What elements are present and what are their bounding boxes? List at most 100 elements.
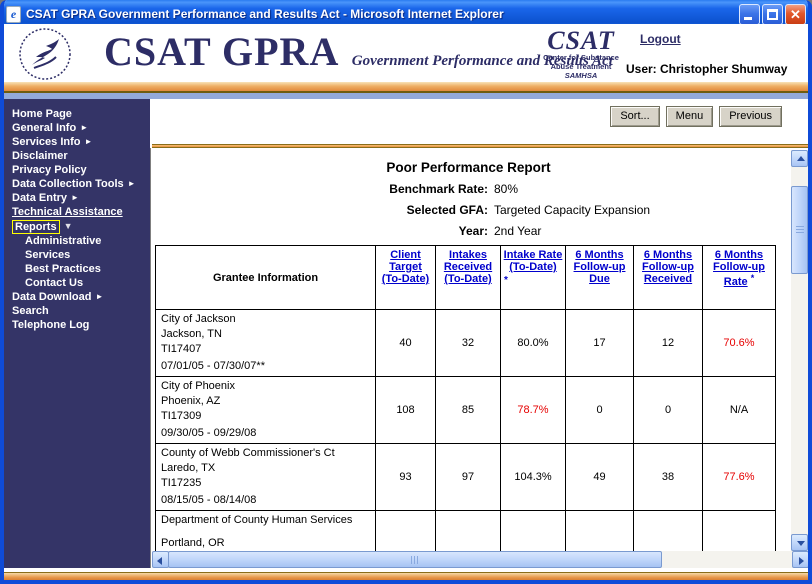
grantee-info-cell: Department of County Human Services Port…: [155, 510, 376, 551]
year-label: Year:: [458, 224, 488, 238]
report-viewport: Poor Performance Report Benchmark Rate: …: [152, 148, 785, 551]
sidebar-item-data-download[interactable]: Data Download ►: [12, 291, 104, 303]
vertical-scroll-thumb[interactable]: [791, 186, 808, 274]
chevron-down-icon: [796, 541, 805, 546]
followup-rate-header[interactable]: 6 Months Follow-up Rate *: [702, 245, 776, 310]
sidebar-item-search[interactable]: Search: [12, 305, 49, 317]
maximize-icon: [767, 8, 778, 20]
intake-rate-header[interactable]: Intake Rate (To-Date) *: [500, 245, 566, 310]
sidebar-item-technical-assistance[interactable]: Technical Assistance: [12, 206, 123, 218]
window-title: CSAT GPRA Government Performance and Res…: [26, 7, 504, 21]
followup-rate-cell: N/A: [702, 376, 776, 444]
scroll-up-button[interactable]: [791, 150, 808, 167]
followup-rate-cell: 77.6%: [702, 443, 776, 511]
sidebar-item-contact-us[interactable]: Contact Us: [25, 277, 84, 289]
performance-table: Grantee Information Client Target (To-Da…: [155, 245, 776, 551]
followup-received-cell: 12: [633, 309, 703, 377]
sidebar-item-telephone-log[interactable]: Telephone Log: [12, 319, 90, 331]
followup-received-header[interactable]: 6 Months Follow-up Received: [633, 245, 703, 310]
intake-rate-cell: [500, 510, 566, 551]
intakes-received-header[interactable]: Intakes Received (To-Date): [435, 245, 501, 310]
benchmark-rate-value: 80%: [494, 182, 519, 196]
csat-samhsa-logo: CSAT Center for Substance Abuse Treatmen…: [540, 26, 622, 81]
csat-line1: Center for Substance: [543, 53, 619, 62]
sidebar-item-administrative[interactable]: Administrative: [25, 235, 102, 247]
client-target-cell: 93: [375, 443, 436, 511]
csat-line2: Abuse Treatment: [550, 62, 612, 71]
csat-line3: SAMHSA: [564, 71, 598, 80]
grantee-information-header: Grantee Information: [155, 245, 376, 310]
intakes-received-cell: [435, 510, 501, 551]
benchmark-rate-label: Benchmark Rate:: [389, 182, 488, 196]
sidebar-item-general-info[interactable]: General Info ►: [12, 122, 89, 134]
followup-rate-cell: 70.6%: [702, 309, 776, 377]
sidebar-item-privacy-policy[interactable]: Privacy Policy: [12, 164, 87, 176]
csat-acronym: CSAT: [547, 26, 615, 55]
current-user: User: Christopher Shumway: [626, 62, 788, 76]
followup-received-cell: 38: [633, 443, 703, 511]
sidebar-item-disclaimer[interactable]: Disclaimer: [12, 150, 68, 162]
brand-tagline: Government Performance and Results Act: [351, 53, 613, 69]
submenu-arrow-icon: ►: [95, 292, 104, 301]
internet-explorer-icon: e: [6, 5, 21, 23]
horizontal-scroll-thumb[interactable]: [168, 551, 662, 568]
close-button[interactable]: ✕: [785, 3, 806, 25]
followup-due-cell: 0: [565, 376, 634, 444]
sidebar-item-best-practices[interactable]: Best Practices: [25, 263, 101, 275]
chevron-up-icon: [796, 156, 805, 161]
client-target-cell: [375, 510, 436, 551]
close-icon: ✕: [790, 6, 801, 22]
sidebar-item-data-collection-tools[interactable]: Data Collection Tools ►: [12, 178, 136, 190]
intake-rate-cell: 80.0%: [500, 309, 566, 377]
horizontal-scrollbar[interactable]: [152, 551, 808, 568]
table-row: County of Webb Commissioner's Ct Laredo,…: [155, 443, 776, 511]
intakes-received-cell: 85: [435, 376, 501, 444]
report-title: Poor Performance Report: [386, 160, 551, 175]
grantee-info-cell: City of Phoenix Phoenix, AZ TI17309 09/3…: [155, 376, 376, 444]
client-target-header[interactable]: Client Target (To-Date): [375, 245, 436, 310]
intake-rate-cell: 104.3%: [500, 443, 566, 511]
scroll-down-button[interactable]: [791, 534, 808, 551]
sidebar-item-reports[interactable]: Reports ▼: [4, 219, 150, 234]
minimize-icon: [744, 16, 752, 20]
sidebar-item-data-entry[interactable]: Data Entry ►: [12, 192, 79, 204]
scroll-left-button[interactable]: [152, 551, 169, 568]
chevron-left-icon: [157, 556, 162, 565]
report-frame: Poor Performance Report Benchmark Rate: …: [150, 148, 808, 568]
submenu-arrow-icon: ►: [71, 193, 79, 202]
sidebar-item-services-info[interactable]: Services Info ►: [12, 136, 93, 148]
app-brand: CSAT GPRA Government Performance and Res…: [104, 28, 613, 75]
sidebar-item-services[interactable]: Services: [25, 249, 71, 261]
thumb-grip-icon: [796, 226, 804, 234]
header-stripe: [4, 82, 808, 99]
table-row: City of Jackson Jackson, TN TI17407 07/0…: [155, 309, 776, 377]
footnote-asterisk: *: [504, 275, 508, 286]
report-toolbar: Sort... Menu Previous: [610, 106, 782, 127]
menu-button[interactable]: Menu: [665, 106, 714, 127]
previous-button[interactable]: Previous: [719, 106, 782, 127]
sort-button[interactable]: Sort...: [610, 106, 660, 127]
sidebar-item-home-page[interactable]: Home Page: [12, 108, 72, 120]
grantee-info-cell: County of Webb Commissioner's Ct Laredo,…: [155, 443, 376, 511]
submenu-open-arrow-icon: ▼: [63, 221, 73, 231]
selected-gfa-value: Targeted Capacity Expansion: [494, 203, 651, 217]
table-row: City of Phoenix Phoenix, AZ TI17309 09/3…: [155, 376, 776, 444]
chevron-right-icon: [799, 556, 804, 565]
minimize-button[interactable]: [739, 3, 760, 25]
submenu-arrow-icon: ►: [84, 137, 93, 146]
page-header: CSAT GPRA Government Performance and Res…: [4, 24, 808, 82]
scroll-right-button[interactable]: [792, 551, 808, 568]
hhs-eagle-logo: [18, 27, 72, 86]
followup-due-header[interactable]: 6 Months Follow-up Due: [565, 245, 634, 310]
followup-due-cell: 49: [565, 443, 634, 511]
followup-rate-cell: [702, 510, 776, 551]
submenu-arrow-icon: ►: [127, 179, 136, 188]
maximize-button[interactable]: [762, 3, 783, 25]
report-parameters: Benchmark Rate: 80% Selected GFA: Target…: [152, 182, 785, 238]
vertical-scrollbar[interactable]: [791, 150, 808, 551]
title-bar[interactable]: e CSAT GPRA Government Performance and R…: [4, 0, 808, 28]
logout-link[interactable]: Logout: [640, 32, 681, 46]
brand-acronym: CSAT GPRA: [104, 29, 340, 74]
followup-due-cell: [565, 510, 634, 551]
